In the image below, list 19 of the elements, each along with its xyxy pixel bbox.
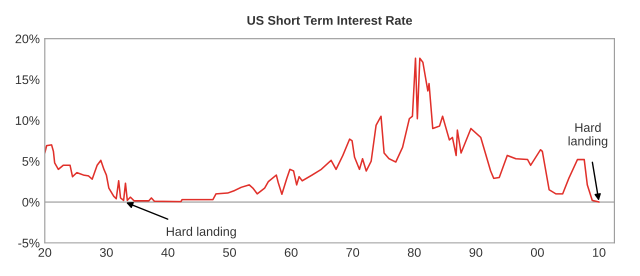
annotation: Hard landing	[568, 122, 608, 148]
x-tick-label: 20	[38, 248, 52, 257]
y-tick-label: 5%	[22, 157, 40, 166]
x-tick-label: 30	[100, 248, 113, 257]
x-tick-label: 10	[593, 248, 606, 257]
y-tick-label: 0%	[22, 198, 40, 207]
x-tick-label: 60	[284, 248, 298, 257]
y-tick-label: 10%	[16, 116, 40, 125]
x-tick-label: 50	[223, 248, 236, 257]
x-tick-label: 70	[346, 248, 360, 257]
x-tick-label: 40	[161, 248, 174, 257]
annotation: Hard landing	[166, 226, 236, 238]
y-tick-label: 20%	[16, 34, 40, 44]
y-tick-label: 15%	[16, 75, 40, 84]
x-tick-label: 90	[469, 248, 482, 257]
y-tick-label: -5%	[18, 238, 40, 248]
chart-title: US Short Term Interest Rate	[247, 16, 412, 25]
x-tick-label: 80	[408, 248, 421, 257]
x-tick-label: 00	[530, 248, 544, 257]
